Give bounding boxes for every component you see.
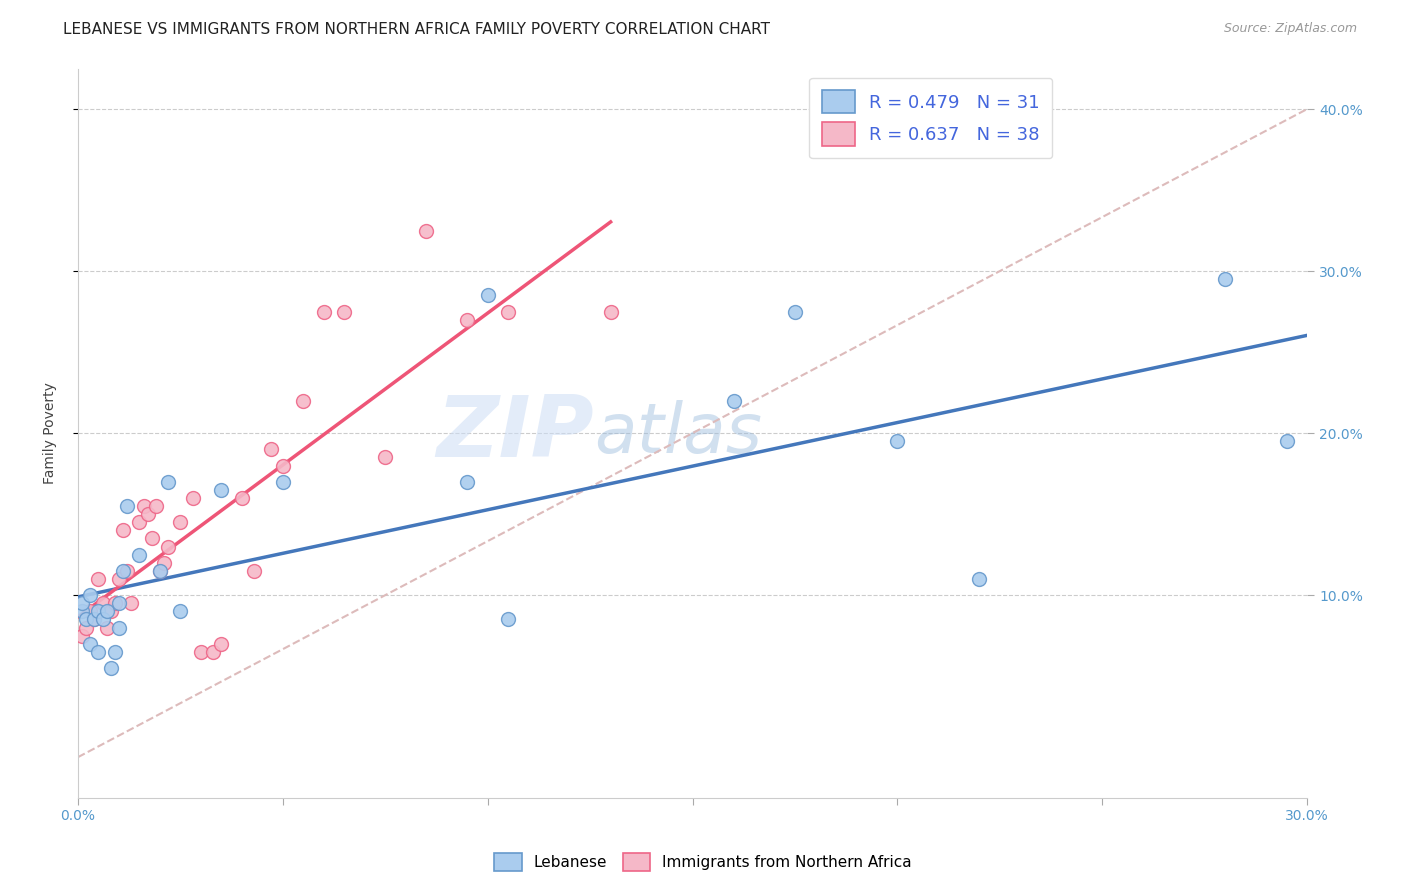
Point [83, 612, 105, 626]
Point [292, 393, 315, 408]
Point [115, 499, 138, 513]
Text: atlas: atlas [595, 400, 762, 467]
Point [599, 304, 621, 318]
Point [456, 475, 478, 489]
Text: LEBANESE VS IMMIGRANTS FROM NORTHERN AFRICA FAMILY POVERTY CORRELATION CHART: LEBANESE VS IMMIGRANTS FROM NORTHERN AFR… [63, 22, 770, 37]
Point [100, 661, 122, 675]
Point [112, 524, 135, 538]
Point [70, 596, 93, 610]
Point [79, 588, 101, 602]
Point [783, 304, 806, 318]
Point [157, 475, 180, 489]
Point [271, 475, 294, 489]
Point [136, 507, 159, 521]
Point [209, 483, 232, 497]
Point [456, 312, 478, 326]
Point [1213, 272, 1236, 286]
Point [87, 572, 110, 586]
Point [259, 442, 281, 457]
Point [128, 548, 150, 562]
Point [333, 304, 356, 318]
Point [108, 572, 131, 586]
Point [91, 612, 114, 626]
Point [169, 604, 191, 618]
Point [120, 596, 142, 610]
Point [70, 604, 93, 618]
Point [969, 572, 991, 586]
Point [96, 621, 118, 635]
Point [79, 604, 101, 618]
Point [108, 621, 131, 635]
Point [141, 532, 163, 546]
Point [96, 604, 118, 618]
Point [243, 564, 266, 578]
Point [108, 596, 131, 610]
Legend: R = 0.479   N = 31, R = 0.637   N = 38: R = 0.479 N = 31, R = 0.637 N = 38 [810, 78, 1052, 158]
Point [723, 393, 745, 408]
Point [374, 450, 396, 465]
Point [477, 288, 499, 302]
Point [112, 564, 135, 578]
Point [100, 604, 122, 618]
Point [209, 637, 232, 651]
Point [496, 612, 519, 626]
Point [181, 491, 204, 505]
Point [886, 434, 908, 449]
Point [271, 458, 294, 473]
Point [149, 564, 172, 578]
Point [132, 499, 155, 513]
Point [231, 491, 253, 505]
Point [312, 304, 335, 318]
Point [91, 596, 114, 610]
Point [87, 604, 110, 618]
Point [145, 499, 167, 513]
Point [79, 637, 101, 651]
Point [75, 612, 97, 626]
Point [153, 556, 176, 570]
Point [104, 596, 127, 610]
Point [83, 612, 105, 626]
Point [104, 645, 127, 659]
Point [157, 540, 180, 554]
Point [75, 621, 97, 635]
Text: Source: ZipAtlas.com: Source: ZipAtlas.com [1223, 22, 1357, 36]
Point [87, 645, 110, 659]
Point [190, 645, 212, 659]
Point [496, 304, 519, 318]
Point [1275, 434, 1298, 449]
Y-axis label: Family Poverty: Family Poverty [44, 382, 58, 484]
Point [415, 223, 437, 237]
Text: ZIP: ZIP [437, 392, 595, 475]
Legend: Lebanese, Immigrants from Northern Africa: Lebanese, Immigrants from Northern Afric… [485, 844, 921, 880]
Point [128, 515, 150, 529]
Point [149, 564, 172, 578]
Point [70, 629, 93, 643]
Point [115, 564, 138, 578]
Point [169, 515, 191, 529]
Point [202, 645, 225, 659]
